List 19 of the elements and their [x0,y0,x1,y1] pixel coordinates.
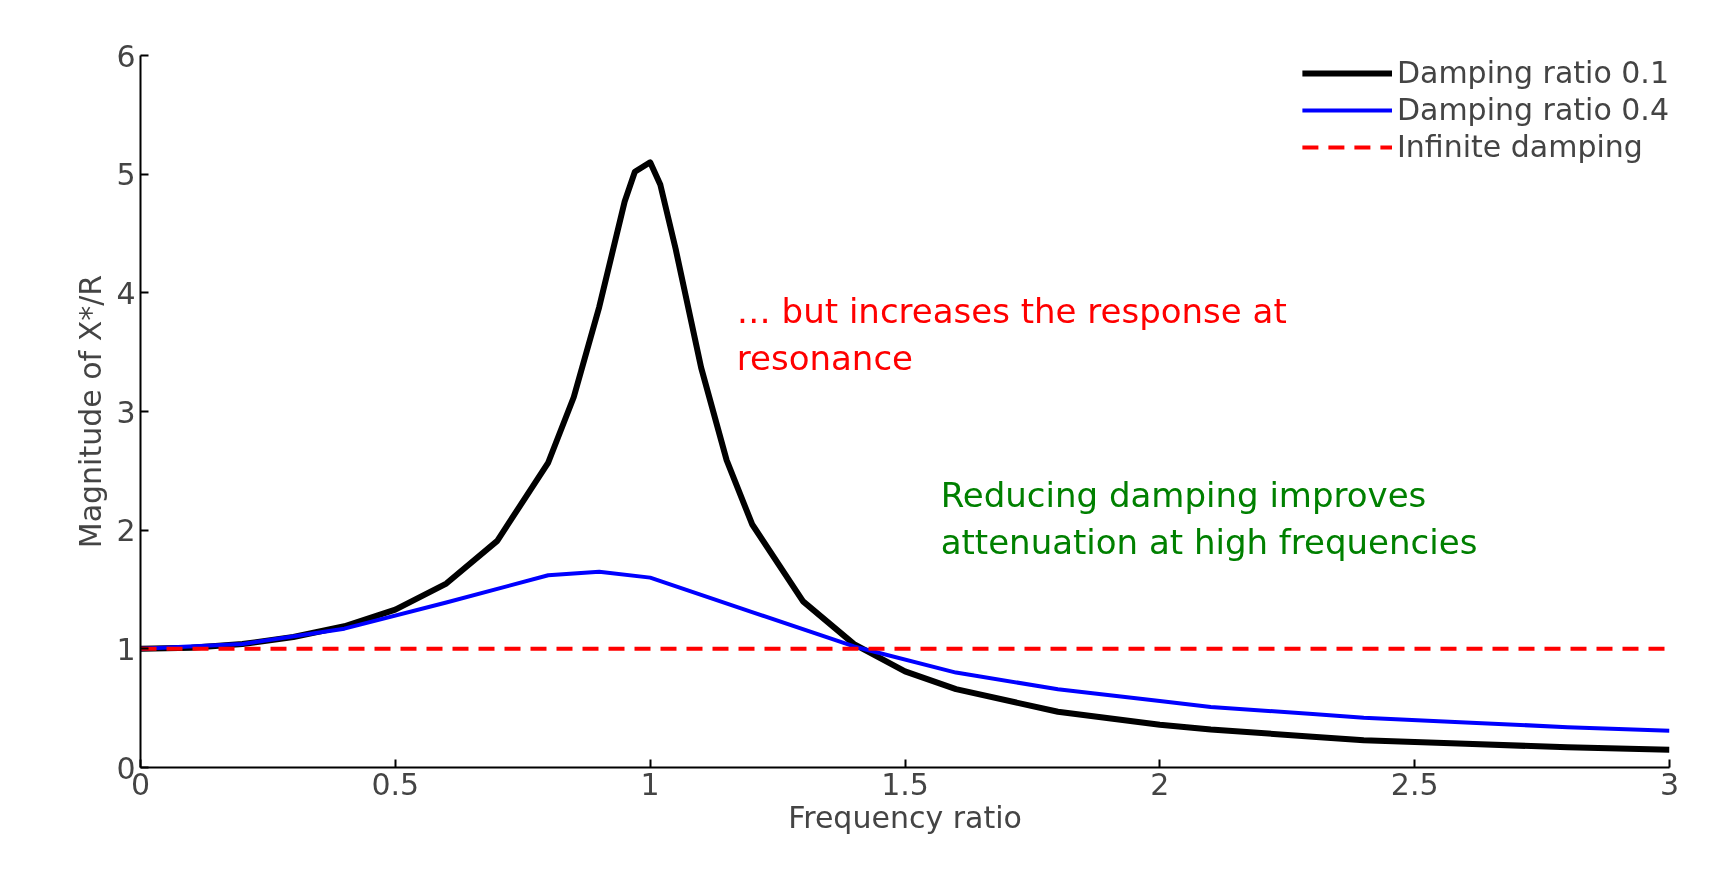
y-tick-label: 1 [116,631,136,667]
y-axis-title: Magnitude of X*/R [73,274,109,549]
x-tick-label: 3 [1659,766,1680,802]
y-tick-label: 2 [116,513,136,549]
legend-label: Damping ratio 0.4 [1396,92,1669,127]
x-tick-label: 0.5 [371,766,420,802]
x-tick-label: 1.5 [881,766,929,802]
y-tick-label: 5 [116,157,136,193]
annotation: … but increases the response at resonance [736,290,1287,379]
y-tick-label: 4 [116,275,136,311]
x-axis-title: Frequency ratio [788,799,1022,835]
legend-label: Infinite damping [1396,129,1643,164]
x-tick-label: 2.5 [1390,766,1439,802]
annotation: Reducing damping improves attenuation at high frequencies [940,474,1478,563]
x-tick-label: 1 [640,766,660,802]
y-tick-label: 6 [116,38,136,74]
legend-label: Damping ratio 0.1 [1396,55,1669,90]
y-tick-label: 3 [116,394,136,430]
x-tick-label: 2 [1150,766,1170,802]
